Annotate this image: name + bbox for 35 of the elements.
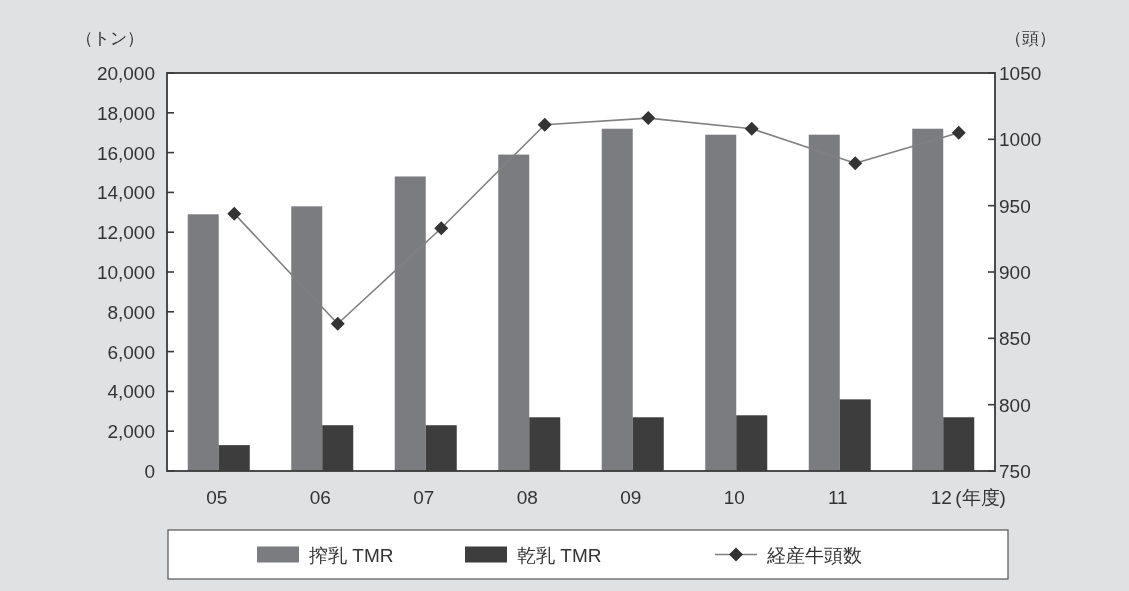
y2-tick-label: 1050 [999,63,1042,84]
y-tick-label: 20,000 [96,63,155,84]
x-tick-label: 09 [620,487,642,508]
y2-axis-title: （頭） [1004,29,1056,48]
y-tick-label: 18,000 [96,102,155,124]
y-tick-label: 14,000 [96,182,155,204]
x-tick-label: 10 [723,487,745,508]
x-tick-label: 05 [206,487,228,508]
y2-tick-label: 950 [999,195,1031,217]
y2-tick-label: 1000 [999,129,1042,151]
y-tick-label: 0 [144,461,155,482]
y-tick-label: 8,000 [107,301,155,323]
bar [601,128,633,471]
y2-tick-label: 850 [999,328,1031,350]
x-tick-label: 12 [930,487,952,508]
y-axis-title: （トン） [76,29,144,48]
y2-tick-label: 900 [999,262,1031,283]
y-tick-label: 4,000 [107,381,155,403]
legend-label: 経産牛頭数 [766,544,862,566]
y-tick-label: 10,000 [96,262,155,283]
y-tick-label: 2,000 [107,421,155,443]
x-tick-label: 06 [309,487,331,508]
x-axis-title: (年度) [955,487,1006,508]
y2-tick-label: 750 [999,461,1031,482]
legend-label: 乾乳 TMR [517,544,602,566]
bar [705,134,737,471]
x-tick-label: 08 [516,487,538,508]
y-tick-label: 16,000 [96,142,155,164]
legend-label: 搾乳 TMR [309,544,394,566]
y-tick-label: 12,000 [96,222,155,244]
x-tick-label: 11 [827,487,848,508]
y-tick-label: 6,000 [107,341,155,363]
y2-tick-label: 800 [999,394,1031,416]
bar [187,214,219,471]
x-tick-label: 07 [413,487,435,508]
